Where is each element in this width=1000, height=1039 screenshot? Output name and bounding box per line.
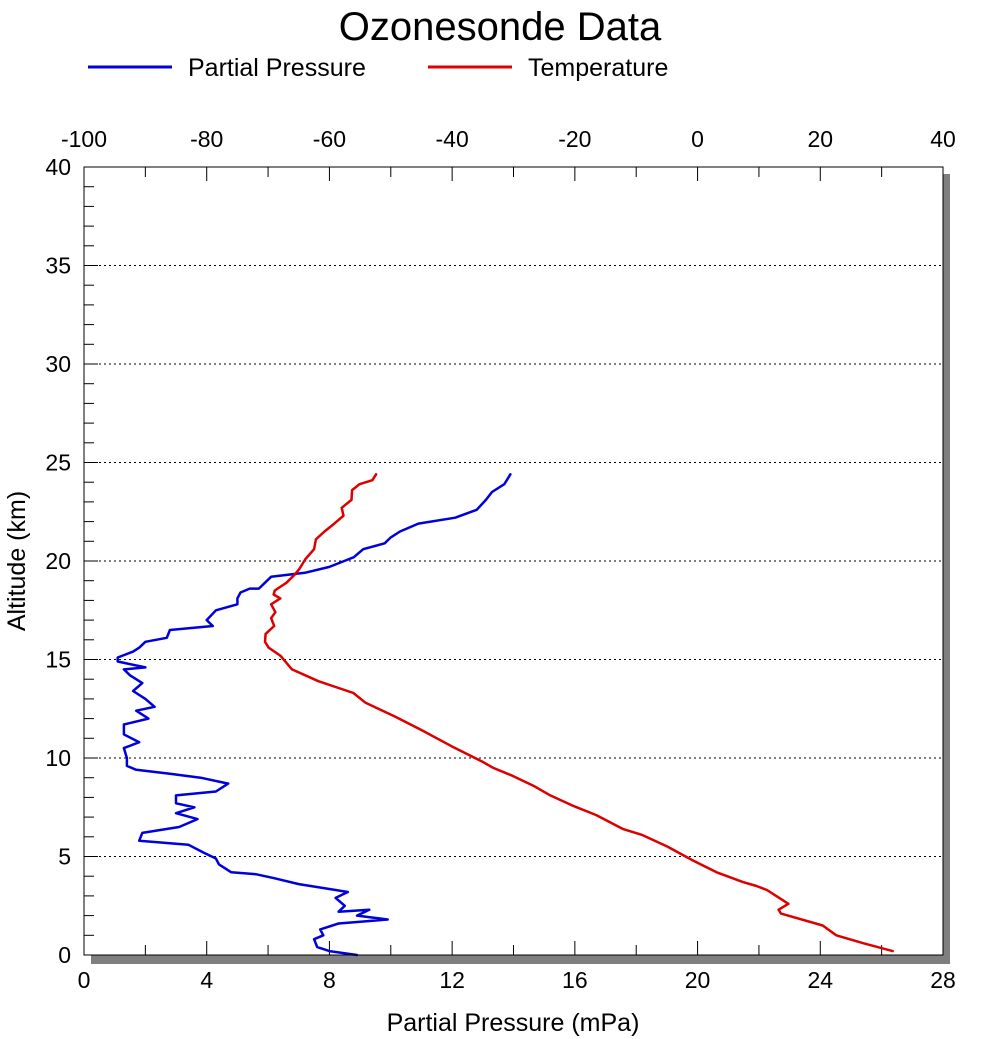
x-axis-label: Partial Pressure (mPa) [387,1009,640,1037]
series-line-partial-pressure [116,473,512,957]
x2-tick-label: 0 [691,126,704,152]
plot-shadow-right [943,174,950,964]
axis-ticks: 0 5 10 15 20 25 30 35 40 0 4 8 12 16 20 24 28 -100 -80 -60 -… [45,126,955,993]
y-tick-label: 0 [58,942,71,968]
x-tick-label: 20 [685,967,711,993]
series-lines [116,473,894,957]
gridlines [84,265,943,857]
x-tick-label: 28 [930,967,956,993]
series-line-temperature [263,473,894,953]
y-tick-label: 10 [45,745,71,771]
y-tick-label: 20 [45,548,71,574]
y-tick-label: 15 [45,647,71,673]
x2-tick-label: -100 [61,126,107,152]
y-tick-label: 40 [45,154,71,180]
x2-tick-label: 20 [807,126,833,152]
x-tick-label: 12 [439,967,465,993]
x-tick-label: 24 [807,967,833,993]
x-tick-label: 4 [200,967,213,993]
y-tick-label: 5 [58,844,71,870]
plot-shadow-bottom [91,955,950,964]
y-axis-label: Altitude (km) [3,491,31,631]
y-tick-label: 25 [45,450,71,476]
x-tick-label: 0 [78,967,91,993]
y-tick-label: 35 [45,253,71,279]
x2-tick-label: -60 [313,126,346,152]
x2-tick-label: -80 [190,126,223,152]
x2-tick-label: -40 [436,126,469,152]
legend-label-temperature: Temperature [528,54,668,82]
y-tick-label: 30 [45,351,71,377]
chart-title: Ozonesonde Data [339,5,662,49]
x-tick-label: 8 [323,967,336,993]
x-tick-label: 16 [562,967,588,993]
plot-frame [83,166,944,956]
legend: Partial Pressure Temperature [88,54,668,82]
x2-tick-label: 40 [930,126,956,152]
legend-label-partial-pressure: Partial Pressure [188,54,366,82]
x2-tick-label: -20 [558,126,591,152]
